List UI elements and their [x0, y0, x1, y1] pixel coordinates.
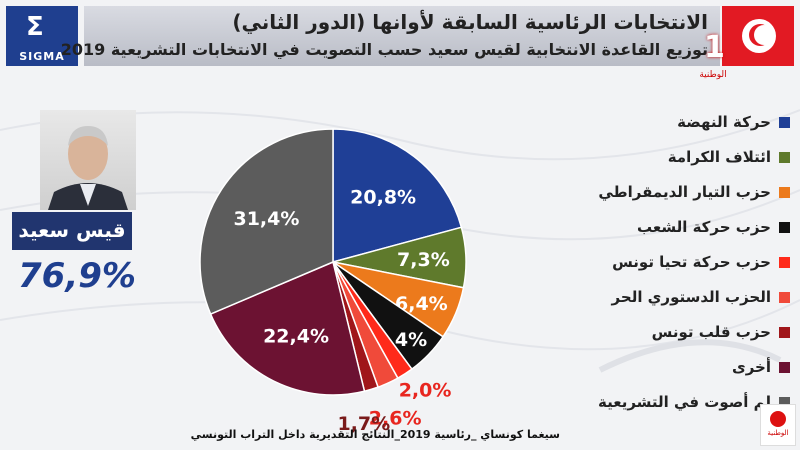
legend-item: لم أصوت في التشريعية: [598, 390, 790, 414]
legend-swatch: [779, 326, 790, 338]
sigma-icon: Σ: [26, 12, 44, 42]
pie-slice-label: 31,4%: [233, 208, 299, 230]
channel-watermark: الوطنية: [760, 404, 796, 446]
legend-swatch: [779, 291, 790, 303]
legend-swatch: [779, 186, 790, 198]
pie-slice-label: 2,0%: [399, 380, 452, 402]
flag-crescent-cut: [754, 25, 774, 45]
tv-channel-number: 1: [704, 30, 725, 65]
legend-swatch: [779, 221, 790, 233]
legend-item: حركة النهضة: [677, 110, 790, 134]
pie-slice-label: 20,8%: [350, 187, 416, 209]
page-subtitle: توزيع القاعدة الانتخابية لقيس سعيد حسب ا…: [60, 40, 708, 59]
legend-label: لم أصوت في التشريعية: [598, 393, 771, 411]
legend-item: حزب حركة الشعب: [637, 215, 790, 239]
pie-slice: [209, 260, 366, 396]
title-band: الانتخابات الرئاسية السابقة لأوانها (الد…: [61, 6, 720, 66]
legend-item: حزب التيار الديمقراطي: [598, 180, 790, 204]
pie-slice: [332, 128, 463, 263]
legend-item: حزب حركة تحيا تونس: [612, 250, 790, 274]
legend-label: حركة النهضة: [677, 113, 771, 131]
legend-item: ائتلاف الكرامة: [668, 145, 790, 169]
legend-swatch: [779, 256, 790, 268]
legend-label: ائتلاف الكرامة: [667, 148, 771, 166]
page-title: الانتخابات الرئاسية السابقة لأوانها (الد…: [232, 10, 708, 34]
sigma-logo: Σ SIGMA: [6, 6, 78, 66]
header: Σ SIGMA الانتخابات الرئاسية السابقة لأوا…: [0, 0, 800, 80]
candidate-name: قيس سعيد: [18, 218, 126, 242]
pie-slice-label: 7,3%: [397, 249, 450, 271]
legend-swatch: [779, 361, 790, 373]
legend-item: أخرى: [732, 355, 790, 379]
pie-slice-label: 22,4%: [263, 326, 329, 348]
watermark-logo-icon: [770, 411, 786, 427]
candidate-name-box: قيس سعيد: [12, 212, 132, 250]
pie-slice-label: 1,7%: [337, 413, 390, 435]
legend-label: أخرى: [731, 358, 771, 376]
legend-swatch: [779, 116, 790, 128]
candidate-percentage: 76,9%: [18, 256, 136, 296]
candidate-photo: [40, 110, 136, 210]
legend-label: الحزب الدستوري الحر: [611, 288, 771, 306]
pie-slice-label: 2,6%: [369, 407, 422, 429]
legend-label: حزب قلب تونس: [651, 323, 771, 341]
legend-label: حزب التيار الديمقراطي: [598, 183, 771, 201]
legend-swatch: [779, 396, 790, 408]
pie-slice-label: 6,4%: [395, 293, 448, 315]
legend-item: الحزب الدستوري الحر: [612, 285, 790, 309]
legend-item: حزب قلب تونس: [652, 320, 790, 344]
pie-slice: [199, 128, 334, 316]
legend-label: حزب حركة الشعب: [636, 218, 771, 236]
legend-swatch: [779, 151, 790, 163]
watermark-text: الوطنية: [767, 429, 789, 437]
tv-channel-name: الوطنية: [699, 70, 727, 80]
tunisia-flag-icon: [722, 6, 794, 66]
person-portrait-icon: [48, 126, 128, 210]
source-footer: سيغما كونساي _رئاسية 2019_النتائج التقدي…: [190, 428, 560, 441]
logo-text: SIGMA: [19, 50, 65, 63]
legend-label: حزب حركة تحيا تونس: [612, 253, 771, 271]
